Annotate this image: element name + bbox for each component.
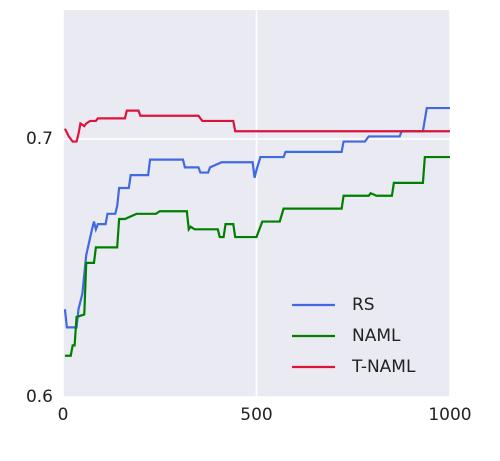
legend-label: T-NAML <box>351 357 416 377</box>
x-tick-label: 0 <box>58 405 69 425</box>
x-tick-label: 500 <box>240 405 272 425</box>
data-line <box>64 155 450 357</box>
legend-label: RS <box>352 295 375 315</box>
y-tick-label: 0.7 <box>26 129 53 149</box>
data-line <box>63 109 450 143</box>
data-line <box>63 106 450 329</box>
x-tick-label: 1000 <box>428 405 471 425</box>
y-tick-label: 0.6 <box>26 387 53 407</box>
legend-label: NAML <box>352 326 401 346</box>
